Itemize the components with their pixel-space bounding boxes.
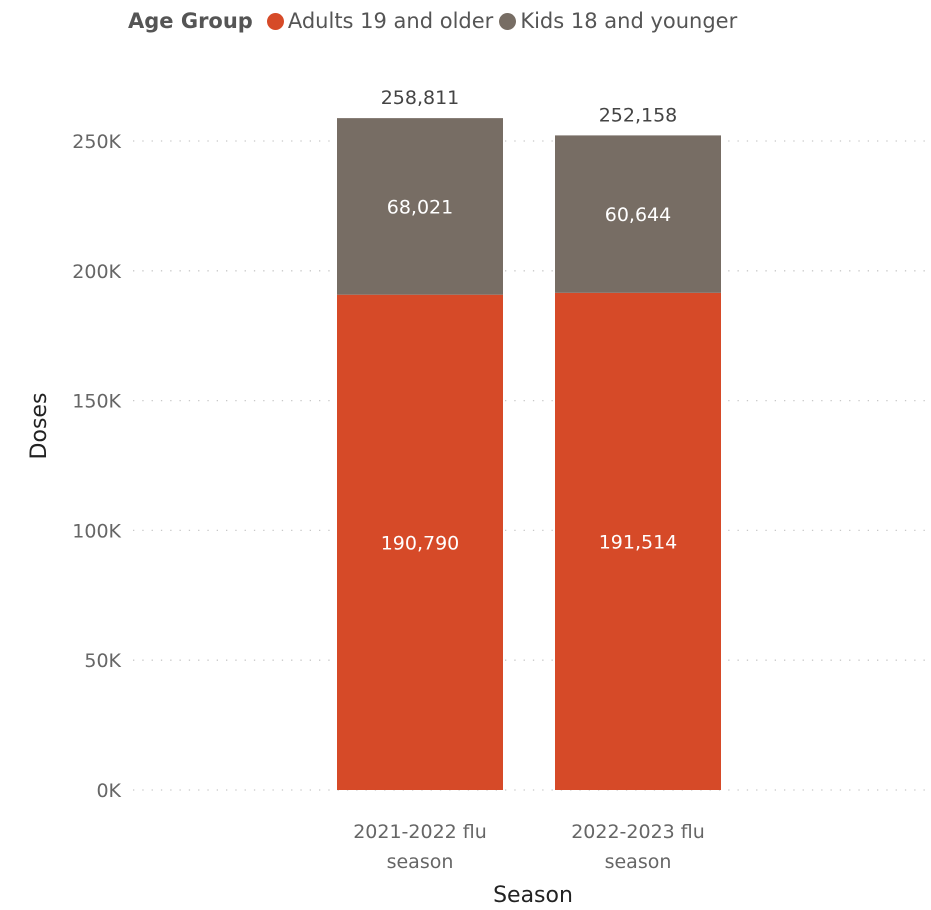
y-tick-label: 150K — [72, 391, 121, 413]
legend-item-adults[interactable]: Adults 19 and older — [266, 9, 494, 33]
y-axis-title: Doses — [27, 393, 52, 460]
total-label: 258,811 — [381, 87, 460, 109]
x-tick-label: 2021-2022 flu — [353, 821, 487, 843]
y-tick-label: 0K — [96, 780, 121, 802]
x-tick-label: 2022-2023 flu — [571, 821, 705, 843]
legend-title: Age Group — [128, 9, 253, 33]
legend-item-kids[interactable]: Kids 18 and younger — [499, 9, 737, 33]
data-label: 60,644 — [605, 204, 671, 226]
bar-segment[interactable] — [555, 292, 721, 790]
legend-swatch-kids — [499, 12, 517, 30]
y-tick-label: 100K — [72, 520, 121, 542]
bar-segment[interactable] — [555, 135, 721, 293]
legend-label-adults: Adults 19 and older — [287, 9, 494, 33]
total-label: 252,158 — [599, 104, 678, 126]
legend-swatch-adults — [266, 12, 284, 30]
data-label: 191,514 — [599, 531, 678, 553]
y-tick-label: 200K — [72, 261, 121, 283]
x-tick-label: season — [387, 851, 454, 873]
legend: Age Group Adults 19 and older Kids 18 an… — [128, 6, 743, 36]
x-tick-label: season — [605, 851, 672, 873]
bar-segment[interactable] — [337, 118, 503, 295]
x-axis-title: Season — [493, 883, 573, 908]
bar-segment[interactable] — [337, 294, 503, 790]
y-tick-label: 250K — [72, 131, 121, 153]
data-label: 68,021 — [387, 196, 453, 218]
y-tick-label: 50K — [84, 650, 121, 672]
data-label: 190,790 — [381, 532, 460, 554]
legend-label-kids: Kids 18 and younger — [520, 9, 738, 33]
